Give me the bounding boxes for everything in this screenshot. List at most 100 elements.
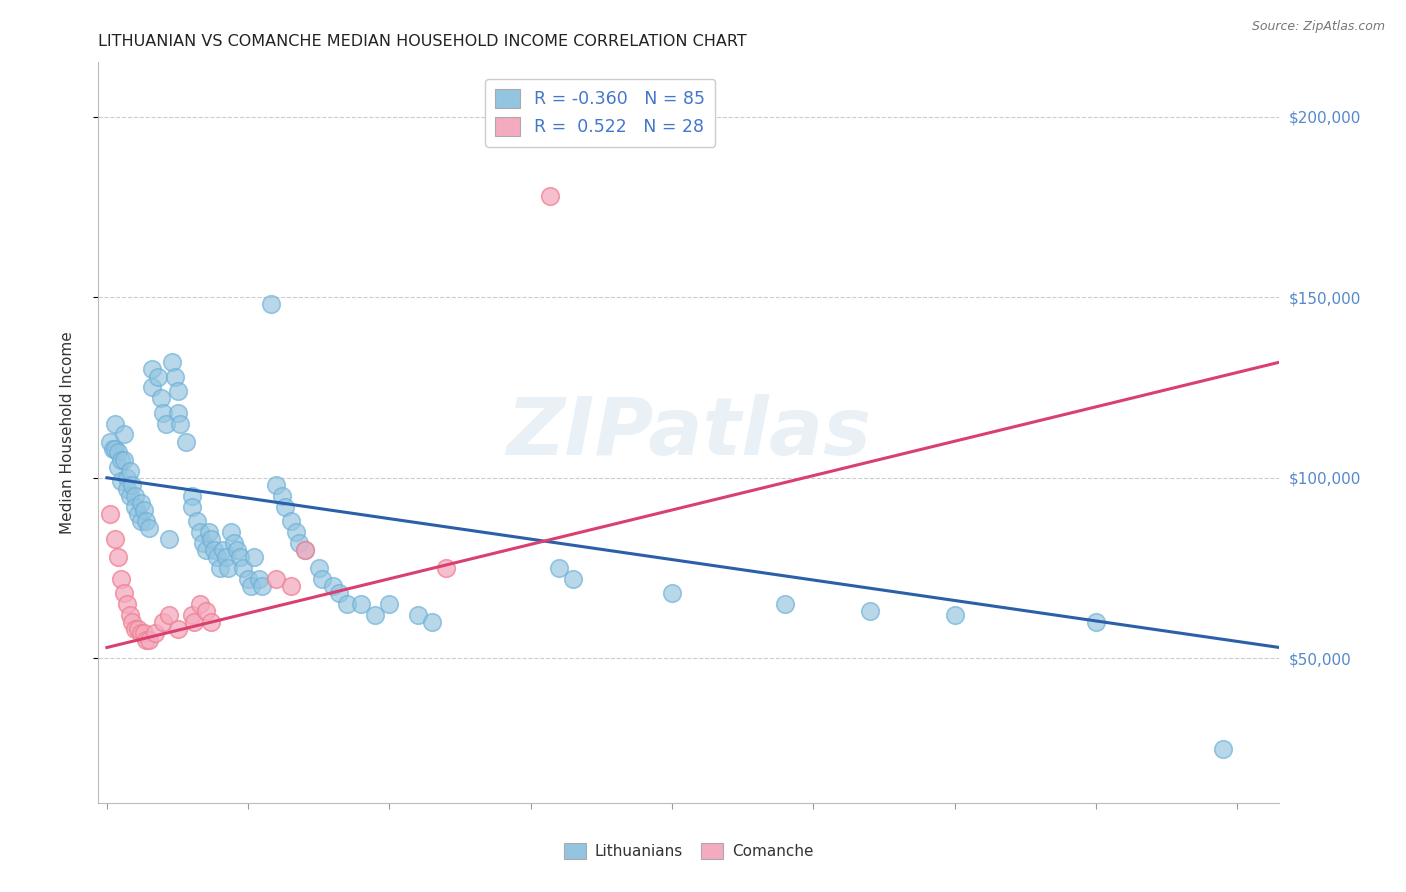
Text: LITHUANIAN VS COMANCHE MEDIAN HOUSEHOLD INCOME CORRELATION CHART: LITHUANIAN VS COMANCHE MEDIAN HOUSEHOLD …: [98, 34, 747, 49]
Point: [152, 406, 174, 420]
Point: [1084, 615, 1107, 630]
Point: [155, 417, 177, 431]
Point: [562, 572, 585, 586]
Point: [118, 464, 141, 478]
Point: [773, 597, 796, 611]
Point: [132, 626, 155, 640]
Point: [149, 392, 172, 406]
Point: [661, 586, 683, 600]
Point: [127, 623, 149, 637]
Point: [135, 514, 157, 528]
Point: [378, 597, 401, 611]
Point: [240, 579, 263, 593]
Point: [266, 572, 288, 586]
Point: [420, 615, 443, 630]
Point: [166, 406, 188, 420]
Point: [308, 561, 330, 575]
Point: [112, 452, 135, 467]
Point: [115, 471, 138, 485]
Point: [194, 543, 217, 558]
Point: [406, 607, 429, 622]
Text: ZIPatlas: ZIPatlas: [506, 393, 872, 472]
Point: [141, 362, 163, 376]
Point: [115, 482, 138, 496]
Point: [280, 579, 302, 593]
Point: [202, 543, 225, 558]
Point: [143, 626, 166, 640]
Point: [231, 561, 253, 575]
Point: [107, 445, 129, 459]
Point: [260, 297, 283, 311]
Point: [141, 380, 163, 394]
Point: [252, 579, 274, 593]
Point: [101, 442, 124, 456]
Point: [266, 478, 288, 492]
Point: [311, 572, 333, 586]
Point: [129, 626, 152, 640]
Point: [166, 384, 188, 398]
Point: [214, 550, 236, 565]
Point: [112, 427, 135, 442]
Point: [124, 623, 146, 637]
Point: [548, 561, 571, 575]
Point: [157, 607, 180, 622]
Point: [135, 633, 157, 648]
Point: [183, 615, 205, 630]
Point: [249, 572, 271, 586]
Point: [138, 521, 160, 535]
Point: [217, 561, 239, 575]
Point: [200, 532, 222, 546]
Point: [280, 514, 302, 528]
Point: [110, 475, 132, 489]
Point: [336, 597, 359, 611]
Point: [943, 607, 966, 622]
Point: [180, 607, 202, 622]
Point: [157, 532, 180, 546]
Point: [160, 355, 183, 369]
Point: [285, 524, 308, 539]
Point: [180, 500, 202, 514]
Point: [271, 489, 294, 503]
Point: [328, 586, 350, 600]
Point: [112, 586, 135, 600]
Point: [350, 597, 373, 611]
Point: [163, 369, 186, 384]
Point: [200, 615, 222, 630]
Legend: Lithuanians, Comanche: Lithuanians, Comanche: [558, 837, 820, 865]
Point: [1212, 741, 1234, 756]
Point: [228, 550, 250, 565]
Point: [205, 550, 228, 565]
Point: [294, 543, 316, 558]
Point: [104, 442, 127, 456]
Point: [188, 597, 211, 611]
Point: [127, 507, 149, 521]
Point: [434, 561, 457, 575]
Point: [118, 607, 141, 622]
Point: [211, 543, 233, 558]
Point: [540, 189, 562, 203]
Point: [197, 524, 219, 539]
Point: [166, 623, 188, 637]
Point: [124, 500, 146, 514]
Point: [98, 507, 121, 521]
Point: [129, 496, 152, 510]
Point: [107, 459, 129, 474]
Point: [180, 489, 202, 503]
Point: [222, 535, 245, 549]
Point: [110, 572, 132, 586]
Point: [169, 417, 191, 431]
Point: [859, 604, 882, 618]
Point: [238, 572, 260, 586]
Point: [104, 417, 127, 431]
Point: [188, 524, 211, 539]
Point: [219, 524, 242, 539]
Point: [104, 532, 127, 546]
Point: [129, 514, 152, 528]
Point: [98, 434, 121, 449]
Point: [186, 514, 208, 528]
Point: [294, 543, 316, 558]
Point: [191, 535, 214, 549]
Point: [288, 535, 311, 549]
Point: [146, 369, 169, 384]
Point: [322, 579, 344, 593]
